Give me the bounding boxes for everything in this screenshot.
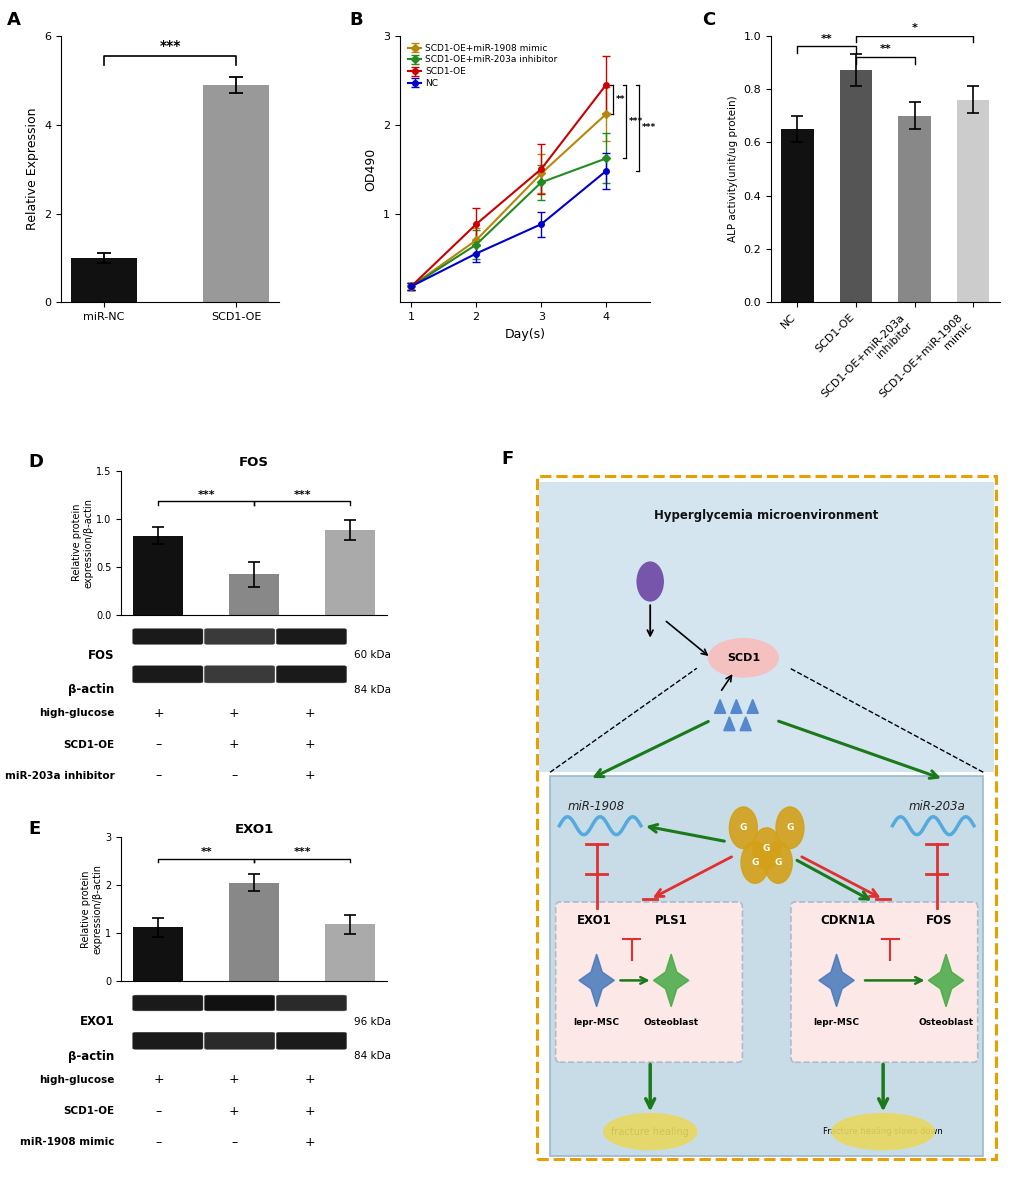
Polygon shape <box>579 954 613 1006</box>
Text: –: – <box>156 769 162 782</box>
Text: 84 kDa: 84 kDa <box>354 684 390 695</box>
Polygon shape <box>730 700 741 713</box>
Text: ***: *** <box>641 124 655 132</box>
Text: miR-1908 mimic: miR-1908 mimic <box>20 1137 114 1148</box>
Text: high-glucose: high-glucose <box>39 708 114 719</box>
Polygon shape <box>927 954 963 1006</box>
Text: EXO1: EXO1 <box>577 914 611 927</box>
Text: high-glucose: high-glucose <box>39 1075 114 1085</box>
Text: +: + <box>228 1105 239 1118</box>
Bar <box>781 129 813 303</box>
Text: +: + <box>228 707 239 720</box>
Text: Osteoblast: Osteoblast <box>643 1018 698 1026</box>
Text: β-actin: β-actin <box>68 1050 114 1063</box>
Text: Fracture healing slows down: Fracture healing slows down <box>822 1127 943 1136</box>
Text: EXO1: EXO1 <box>79 1016 114 1029</box>
Text: miR-1908: miR-1908 <box>568 801 625 814</box>
Text: miR-203a inhibitor: miR-203a inhibitor <box>5 771 114 781</box>
Text: G: G <box>786 823 793 833</box>
Polygon shape <box>653 954 688 1006</box>
Text: F: F <box>500 449 513 468</box>
Text: lepr-MSC: lepr-MSC <box>573 1018 619 1026</box>
Y-axis label: Relative Expression: Relative Expression <box>25 108 39 230</box>
Polygon shape <box>746 700 757 713</box>
Text: ***: *** <box>159 39 180 53</box>
Text: FOS: FOS <box>925 914 952 927</box>
Bar <box>898 115 929 303</box>
Text: FOS: FOS <box>88 649 114 662</box>
Circle shape <box>637 562 662 601</box>
Bar <box>203 84 269 303</box>
Bar <box>956 100 988 303</box>
Circle shape <box>741 841 768 884</box>
Text: +: + <box>304 738 315 751</box>
Text: G: G <box>773 858 782 867</box>
Bar <box>839 70 871 303</box>
Text: –: – <box>156 1105 162 1118</box>
Text: G: G <box>762 845 769 853</box>
Text: β-actin: β-actin <box>68 683 114 696</box>
Y-axis label: ALP activity(unit/ug protein): ALP activity(unit/ug protein) <box>728 96 737 242</box>
X-axis label: Day(s): Day(s) <box>504 328 545 341</box>
Text: *: * <box>911 23 916 33</box>
FancyBboxPatch shape <box>539 482 994 772</box>
Text: +: + <box>228 1074 239 1087</box>
Text: +: + <box>304 707 315 720</box>
Text: +: + <box>228 738 239 751</box>
FancyBboxPatch shape <box>790 902 977 1062</box>
Text: ***: *** <box>628 116 642 126</box>
Text: Osteoblast: Osteoblast <box>917 1018 972 1026</box>
Text: +: + <box>153 707 164 720</box>
Text: Hyperglycemia microenvironment: Hyperglycemia microenvironment <box>654 510 878 523</box>
Text: PLS1: PLS1 <box>654 914 687 927</box>
Text: SCD1: SCD1 <box>727 653 759 663</box>
Text: 96 kDa: 96 kDa <box>354 1017 390 1026</box>
Text: +: + <box>304 1136 315 1149</box>
Text: D: D <box>28 454 43 472</box>
Text: B: B <box>350 11 363 29</box>
Circle shape <box>775 807 803 848</box>
Circle shape <box>729 807 756 848</box>
Polygon shape <box>713 700 725 713</box>
Text: E: E <box>28 820 40 838</box>
Text: **: ** <box>878 44 891 55</box>
Text: **: ** <box>820 33 832 44</box>
Text: –: – <box>156 1136 162 1149</box>
Text: +: + <box>304 1074 315 1087</box>
Text: lepr-MSC: lepr-MSC <box>813 1018 859 1026</box>
Text: G: G <box>739 823 746 833</box>
Ellipse shape <box>603 1113 696 1150</box>
Text: –: – <box>231 1136 237 1149</box>
Y-axis label: OD490: OD490 <box>364 147 377 190</box>
Text: G: G <box>751 858 758 867</box>
Text: +: + <box>304 1105 315 1118</box>
Text: 60 kDa: 60 kDa <box>354 650 390 661</box>
Circle shape <box>752 828 780 870</box>
Text: C: C <box>702 11 715 29</box>
Polygon shape <box>818 954 853 1006</box>
Circle shape <box>763 841 792 884</box>
Polygon shape <box>740 716 751 731</box>
Bar <box>71 258 137 303</box>
Text: –: – <box>231 769 237 782</box>
Text: +: + <box>304 769 315 782</box>
Text: +: + <box>153 1074 164 1087</box>
Ellipse shape <box>832 1113 933 1150</box>
Text: 84 kDa: 84 kDa <box>354 1051 390 1061</box>
FancyBboxPatch shape <box>555 902 742 1062</box>
Text: SCD1-OE: SCD1-OE <box>63 740 114 750</box>
Text: **: ** <box>614 95 625 103</box>
Legend: SCD1-OE+miR-1908 mimic, SCD1-OE+miR-203a inhibitor, SCD1-OE, NC: SCD1-OE+miR-1908 mimic, SCD1-OE+miR-203a… <box>404 40 560 91</box>
Text: –: – <box>156 738 162 751</box>
Text: miR-203a: miR-203a <box>907 801 964 814</box>
Polygon shape <box>723 716 735 731</box>
Text: fracture healing: fracture healing <box>610 1126 689 1137</box>
Text: CDKN1A: CDKN1A <box>820 914 874 927</box>
FancyBboxPatch shape <box>549 776 982 1156</box>
Text: SCD1-OE: SCD1-OE <box>63 1106 114 1116</box>
Ellipse shape <box>708 639 777 677</box>
Text: A: A <box>7 11 20 29</box>
